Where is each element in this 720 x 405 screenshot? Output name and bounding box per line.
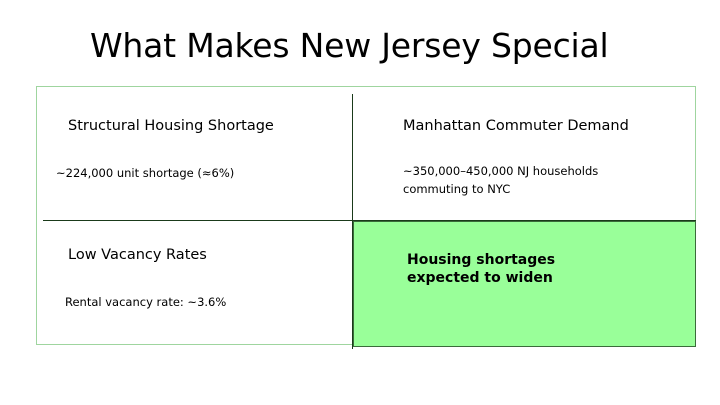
cell-heading-housing-shortage: Structural Housing Shortage [68, 118, 274, 134]
vertical-divider [352, 94, 353, 349]
cell-emphasis-line1: Housing shortages [407, 252, 556, 268]
highlight-cell [353, 221, 696, 347]
cell-emphasis-line2: expected to widen [407, 270, 553, 286]
cell-text-households-line1: ~350,000–450,000 NJ households [403, 164, 599, 178]
cell-text-households-line2: commuting to NYC [403, 182, 511, 196]
cell-text-unit-shortage: ~224,000 unit shortage (≈6%) [56, 166, 235, 180]
horizontal-divider [43, 220, 696, 221]
cell-text-vacancy-rate: Rental vacancy rate: ~3.6% [65, 295, 227, 309]
cell-heading-commuter-demand: Manhattan Commuter Demand [403, 118, 629, 134]
cell-heading-vacancy-rates: Low Vacancy Rates [68, 247, 207, 263]
slide-title: What Makes New Jersey Special [90, 26, 609, 65]
